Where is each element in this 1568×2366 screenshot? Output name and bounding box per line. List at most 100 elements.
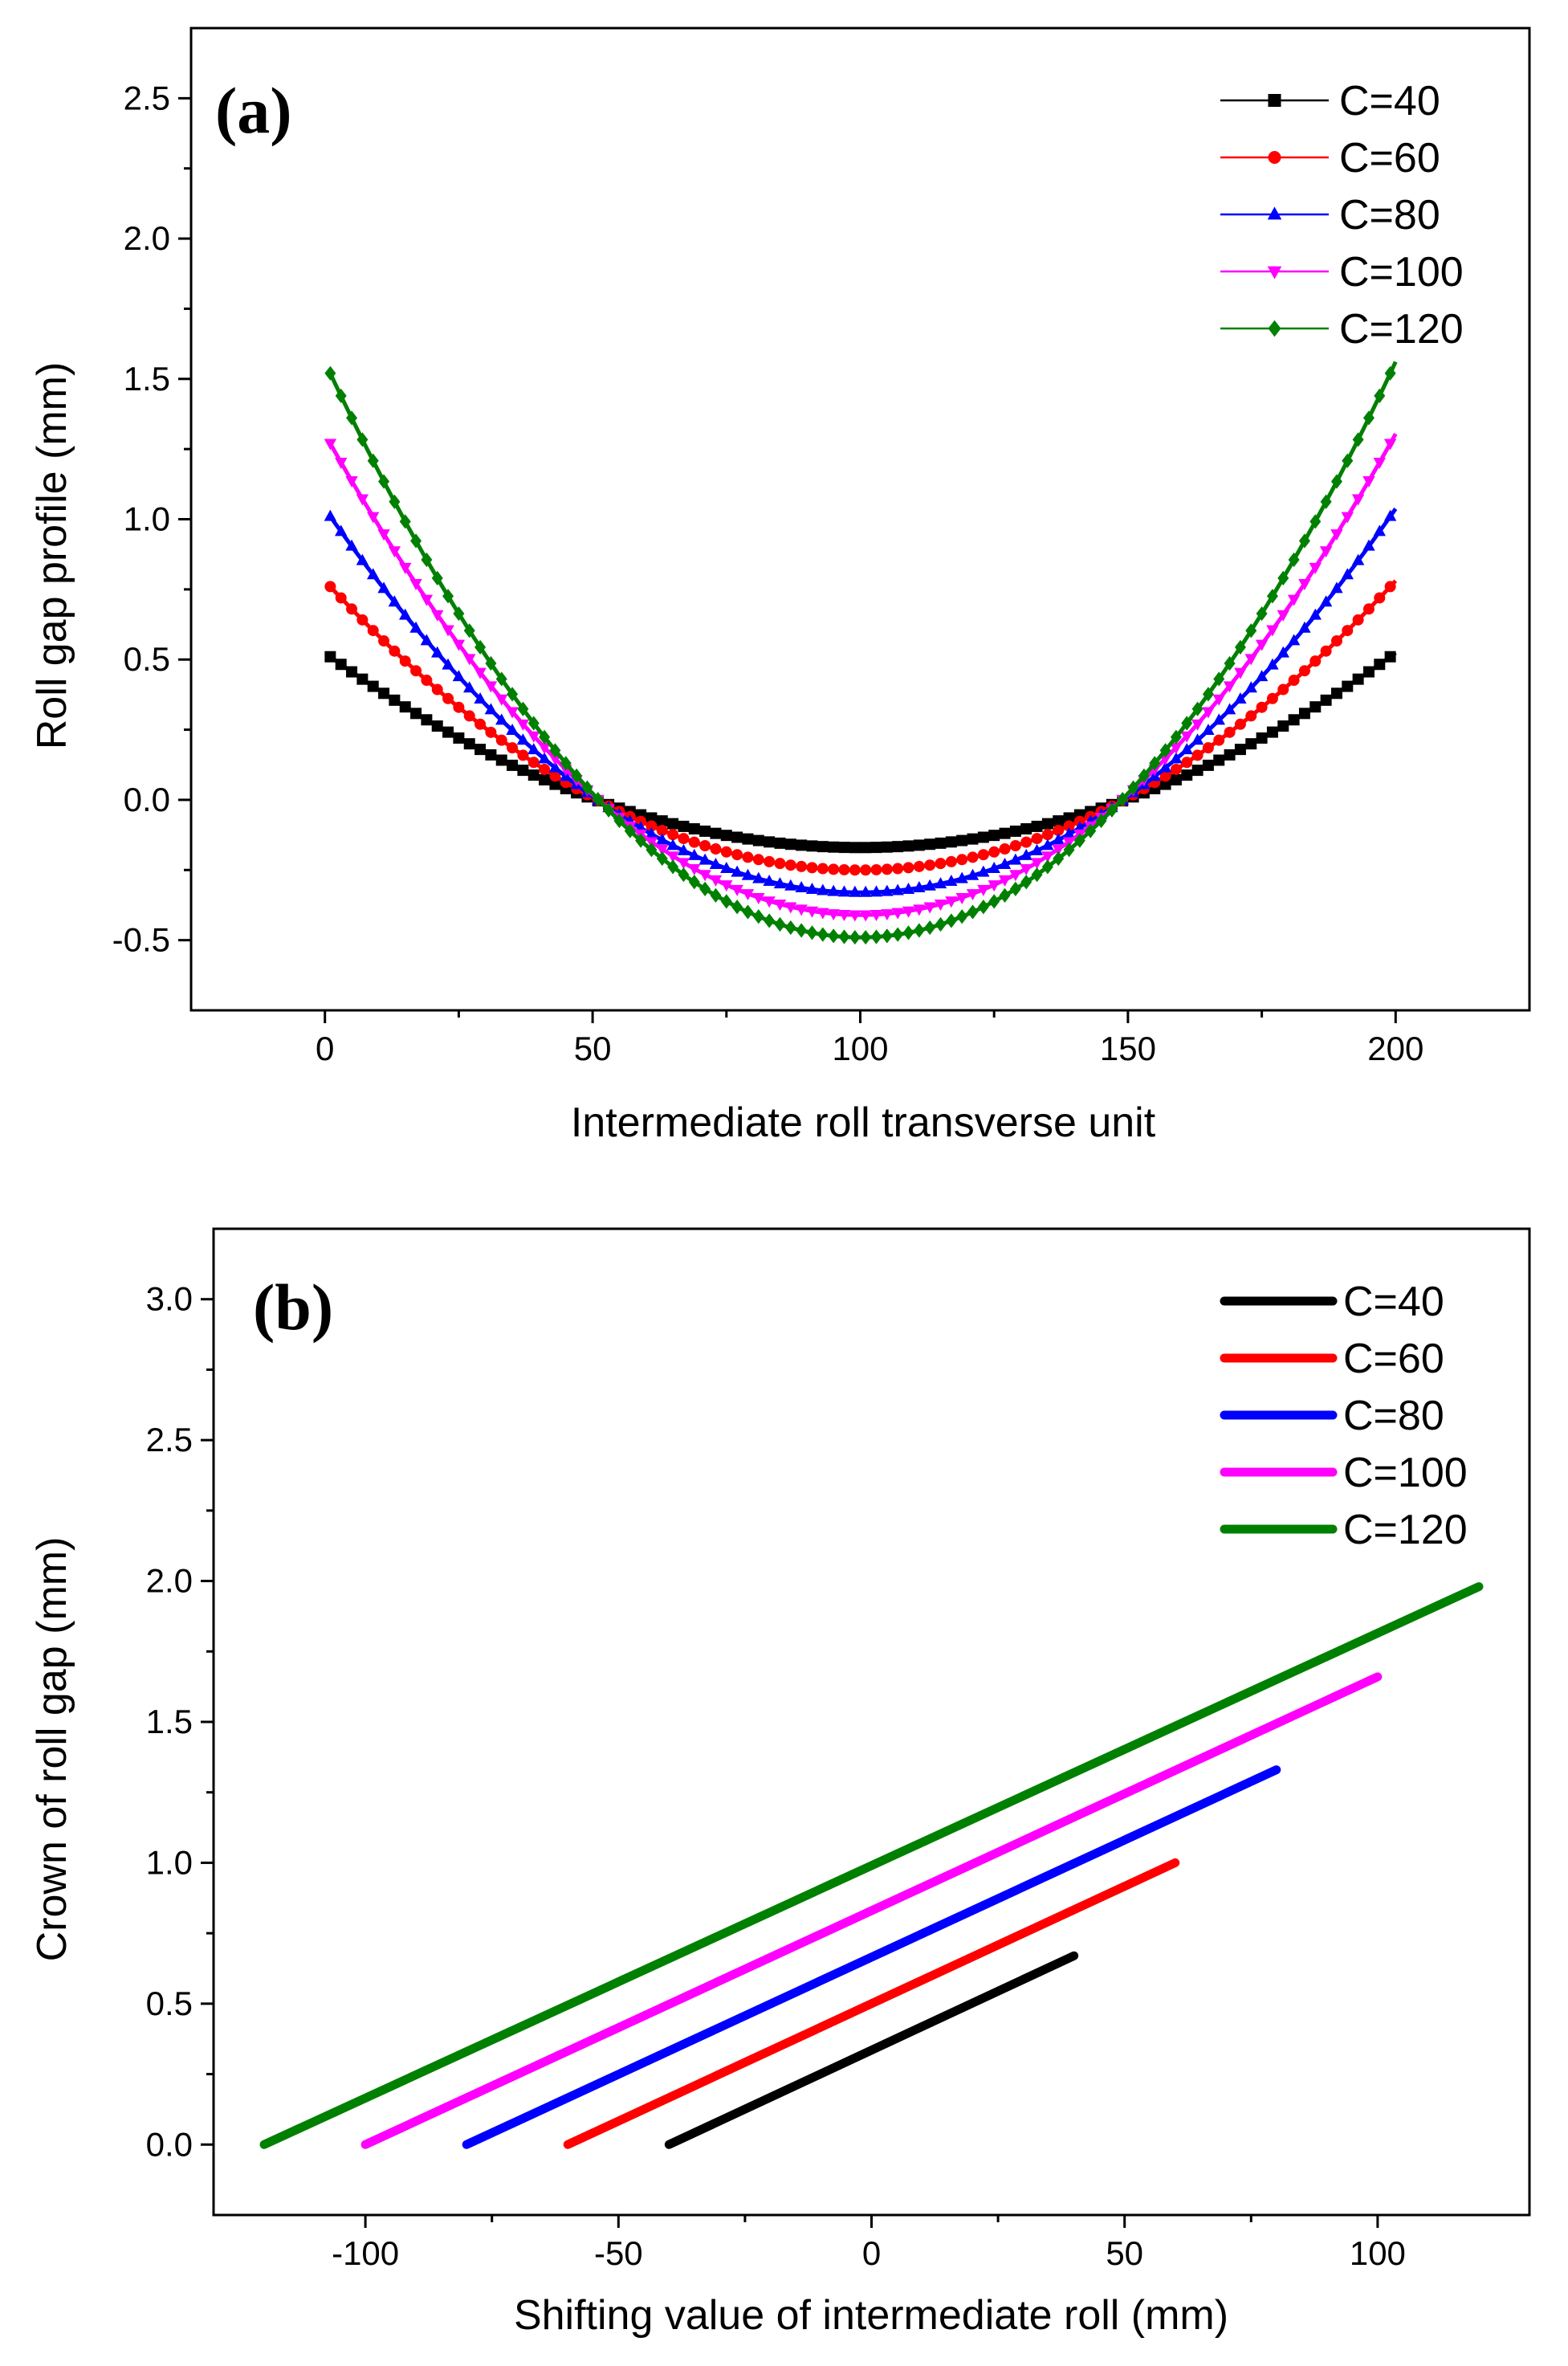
panel-a-series-c120-point [1020,875,1032,890]
panel-a-series-c80-point [1309,608,1322,620]
panel-a-series-c120-point [1256,606,1268,622]
panel-a-series-c40-point [860,842,872,854]
panel-a-series-c100-point [356,494,369,506]
panel-a-series-c60-point [1309,655,1322,667]
panel-a-series-c40-point [742,833,754,845]
panel-a-label: (a) [215,74,292,147]
panel-a-legend-c60-marker [1268,151,1281,164]
panel-b-y-tick-label: 2.5 [146,1421,193,1458]
panel-a-series-c100-point [913,904,926,916]
panel-a-series-c100-point [1020,864,1032,876]
panel-a-series-c80-point [495,713,508,725]
panel-a-series-c80-point [474,692,487,704]
panel-b-series-c40-line [664,1951,1079,2149]
panel-a-series-c60-point [988,846,1000,858]
panel-a-series-c40-point [517,765,529,777]
panel-a-series-c100-point [1202,707,1215,719]
panel-a-series-c120-point [945,913,957,928]
panel-a-series-c100-point [859,910,872,922]
panel-a-series-c120-point [1384,365,1396,381]
panel-a-series-c100-point [977,884,990,896]
panel-a-series-c80-point [688,848,701,860]
panel-a-series-c120-point [1298,533,1310,549]
panel-a-series-c40-point [1256,732,1268,744]
panel-a-series-c40-point [828,841,840,853]
panel-a-legend-c60-label: C=60 [1339,135,1440,182]
panel-a-legend-c100-marker [1267,266,1282,279]
panel-a-series-c40-point [378,687,390,700]
panel-a-x-axis-title: Intermediate roll transverse unit [571,1099,1156,1146]
panel-a-series-c100-point [335,458,348,470]
panel-a-series-c120-point [1117,791,1129,807]
panel-a-series-c60-point [699,840,711,852]
panel-a-series-c80-point [388,595,401,607]
panel-a-series-c80-point [1255,670,1269,682]
panel-a-series-c120-point [1127,780,1139,795]
panel-a-series-c60-point [1298,665,1310,677]
panel-a-series-c100-point [677,858,690,870]
panel-a-series-c120-point [881,928,893,944]
panel-a-series-c80-point [923,879,936,891]
panel-a-series-c120-point [431,570,443,586]
panel-a-series-c40-point [453,732,465,744]
panel-a-series-c80-point [538,752,551,764]
panel-a-series-c80-point [773,877,787,889]
panel-a-series-c40-point [1342,680,1354,692]
panel-a-series-c60-point [945,855,957,867]
panel-a-series-c40-point [752,834,764,846]
panel-a-series-c80-point [463,681,476,693]
panel-a-series-c100-point [1373,458,1386,470]
panel-a-series-c80-point [1266,658,1279,670]
panel-a-series-c120-point [560,756,572,771]
panel-a-legend-c40-marker [1268,94,1281,107]
panel-a-series-c120-point [646,842,658,858]
panel-a-series-c60-point [463,710,475,722]
panel-a-series-c80-point [827,884,840,896]
panel-b-legend-c60-label: C=60 [1343,1336,1444,1382]
panel-a-series-c120-point [1149,756,1161,771]
panel-b-x-tick-label: 100 [1350,2234,1406,2272]
panel-a-series-c100-point [849,910,861,922]
panel-a-series-c80-point [698,853,711,865]
panel-a-series-c60-point [1031,833,1043,845]
panel-a-y-tick-label: 2.5 [124,79,170,116]
panel-a-series-c80-point [709,858,723,870]
panel-a-series-c80-point [731,865,743,877]
panel-a-series-c80-point [548,761,562,773]
panel-a-series-c120-point [1374,388,1386,403]
panel-a-series-c40-point [1352,673,1364,685]
panel-a-series-c120-point [367,453,379,468]
panel-a-series-c40-point [1009,825,1021,837]
panel-a-series-c60-point [1352,614,1364,626]
panel-a-series-c40-point [977,831,989,843]
panel-a-series-c80-point [720,861,733,873]
panel-a-series-c40-point [1384,651,1396,663]
panel-a-series-c120-point [742,904,754,920]
panel-a-series-c80-point [442,658,454,670]
panel-a-series-c60-point [688,836,700,848]
panel-a-series-c60-point [710,843,722,855]
panel-a-series-c40-point [667,818,679,830]
panel-a-chart: (a) Intermediate roll transverse unit Ro… [29,27,1531,1146]
panel-a-series-c40-point [410,708,422,720]
panel-a-series-c80-point [1383,509,1397,521]
panel-a-series-c100-point [463,654,476,666]
panel-a-series-c100-point [773,899,787,912]
panel-a-series-c40-point [656,815,668,827]
panel-a-series-c120-point [688,875,700,890]
panel-b-series-c80-line [462,1765,1281,2149]
panel-a-series-c80-point [1020,848,1032,860]
panel-a-series-c100-point [881,909,894,921]
panel-a-series-c120-point [1191,701,1203,716]
panel-a-series-c120-point [1309,514,1322,529]
panel-a-series-c80-point [1159,761,1172,773]
panel-a-series-c60-point [913,860,925,872]
panel-a-legend-c80-label: C=80 [1339,192,1440,239]
panel-a-series-c40-point [1031,820,1043,832]
panel-a-series-c60-point [1213,734,1225,746]
panel-a-series-c40-point [1277,720,1289,732]
panel-a-series-c120-point [1063,842,1075,858]
panel-a-series-c40-point [935,837,947,849]
panel-b-legend-c40-label: C=40 [1343,1279,1444,1325]
panel-a-series-c120-point [806,925,818,940]
